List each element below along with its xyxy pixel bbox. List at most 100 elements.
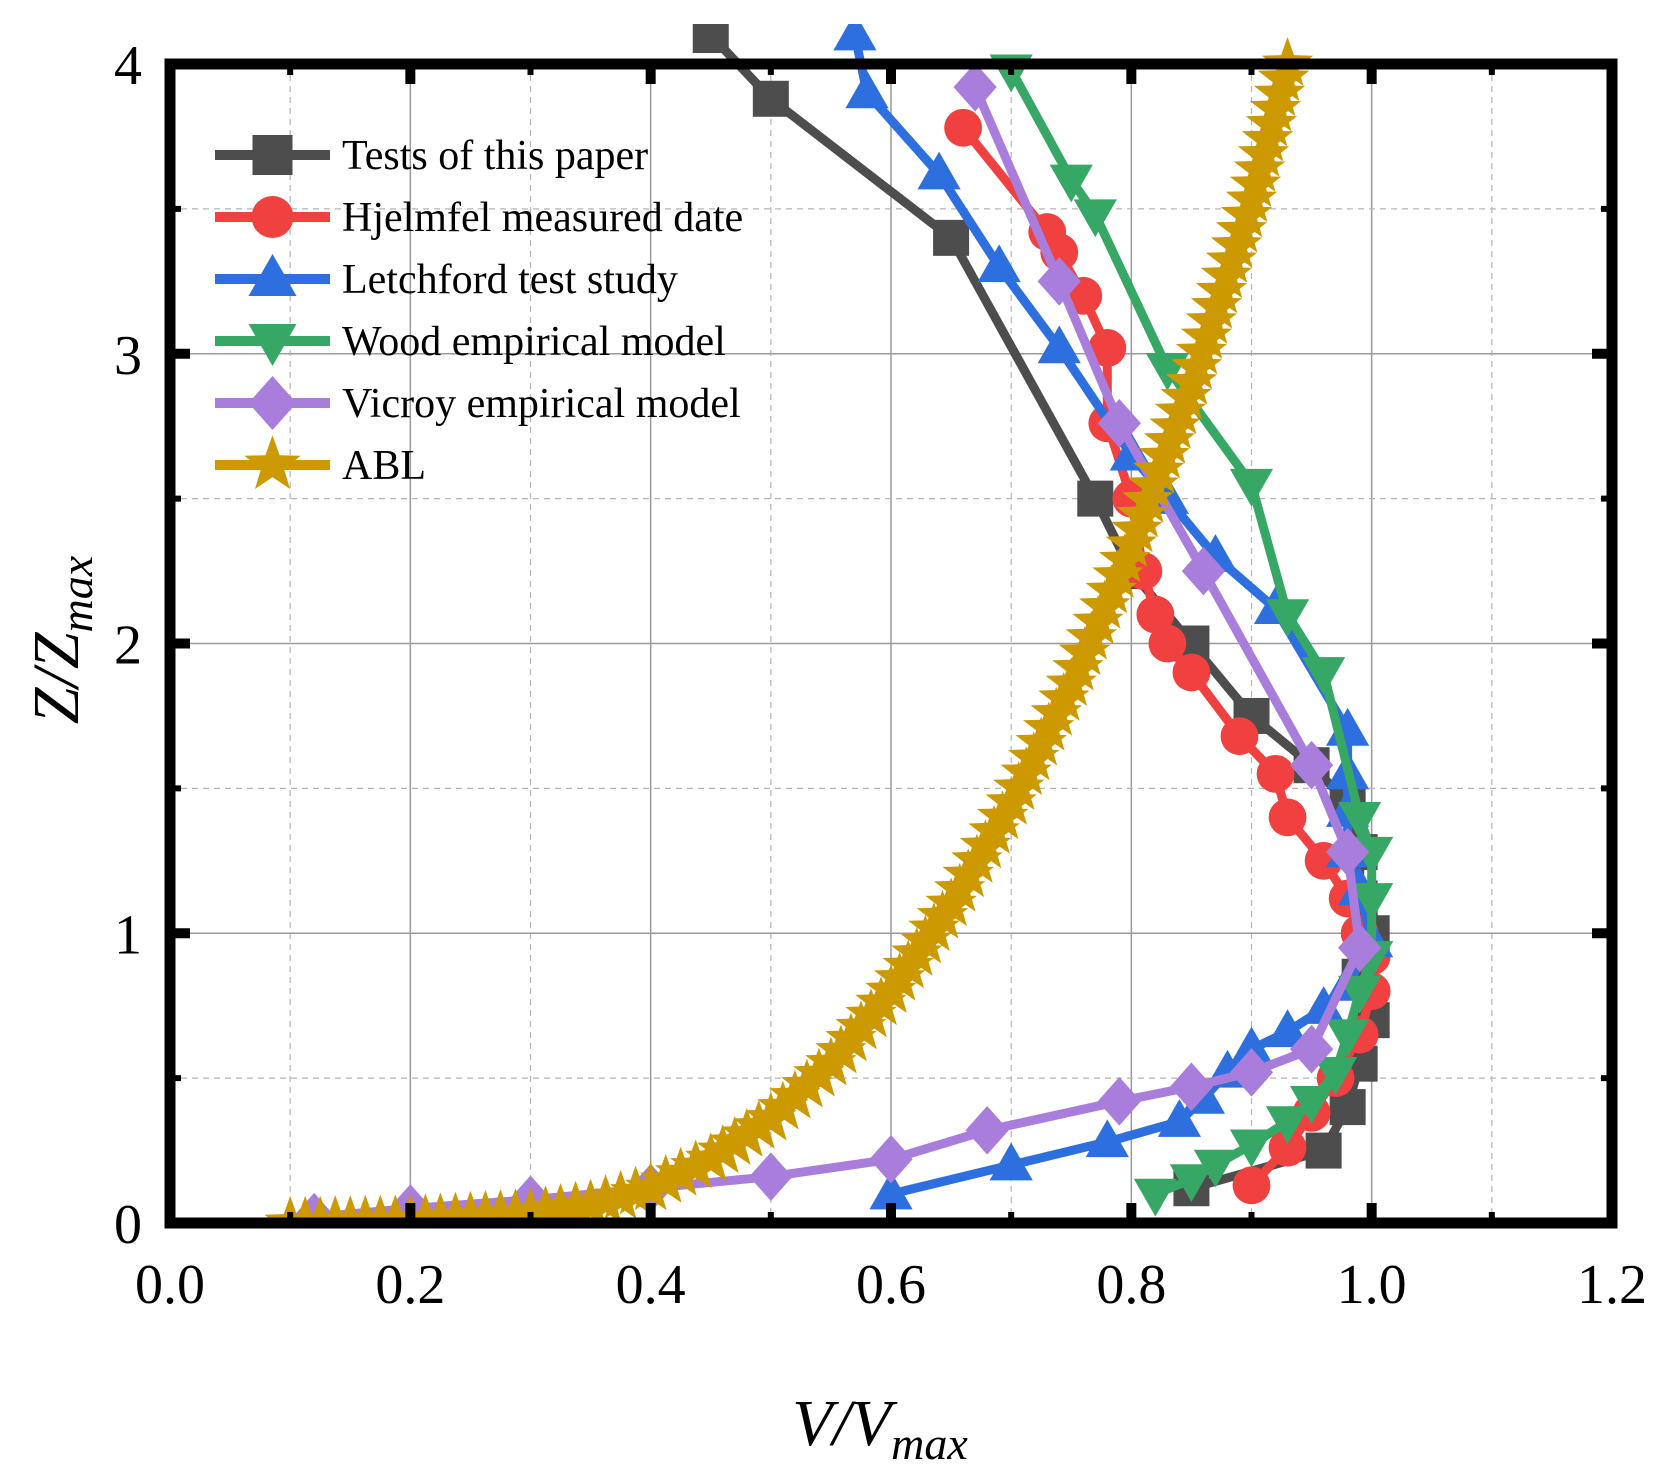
data-point <box>655 1146 707 1196</box>
data-point <box>709 1116 761 1165</box>
data-point <box>917 151 961 190</box>
data-point <box>1229 1129 1274 1168</box>
data-point <box>1232 1166 1271 1205</box>
data-point <box>1037 325 1081 364</box>
data-point <box>1338 975 1382 1014</box>
data-point <box>1265 599 1310 638</box>
data-point <box>1268 798 1307 837</box>
data-point <box>1302 657 1346 695</box>
data-point <box>1037 257 1081 306</box>
data-point <box>610 1165 662 1215</box>
data-point <box>745 1091 797 1141</box>
data-point <box>869 1171 913 1210</box>
data-point <box>594 1169 647 1219</box>
data-point <box>1326 827 1370 877</box>
y-axis-title: Z/Zmax <box>20 555 102 724</box>
legend: Tests of this paper Hjelmfel measured dat… <box>215 133 743 489</box>
legend-label: Wood empirical model <box>342 319 726 365</box>
y-tick-label: 4 <box>114 35 142 97</box>
data-point <box>989 1142 1033 1181</box>
data-point <box>1314 1057 1358 1095</box>
y-tick-label: 2 <box>114 615 142 677</box>
legend-item-2: Hjelmfel measured date <box>215 195 743 241</box>
data-point <box>1169 1062 1214 1112</box>
y-axis-title-subscript: max <box>51 555 102 632</box>
data-point <box>1077 480 1114 517</box>
data-point <box>1265 1106 1310 1145</box>
data-point <box>845 70 889 109</box>
data-point <box>1157 1099 1201 1137</box>
x-tick-label: 0.6 <box>856 1254 926 1316</box>
data-point <box>1268 1128 1307 1167</box>
data-point <box>793 1047 845 1097</box>
data-point <box>1133 1178 1177 1217</box>
legend-label: Vicroy empirical model <box>342 381 741 427</box>
legend-item-6: ABL <box>215 435 426 489</box>
data-point <box>1256 754 1295 793</box>
data-point <box>1302 986 1346 1024</box>
data-point <box>685 1132 737 1182</box>
data-point <box>869 1134 913 1184</box>
data-point <box>1326 1019 1370 1058</box>
data-point <box>1148 624 1187 663</box>
x-tick-label: 0.0 <box>135 1254 205 1316</box>
data-point <box>1289 1086 1334 1124</box>
data-point <box>1049 164 1093 203</box>
x-tick-label: 0.4 <box>616 1254 686 1316</box>
legend-label: ABL <box>342 443 426 489</box>
data-point <box>1172 653 1211 692</box>
data-point <box>1305 1132 1342 1169</box>
legend-item-1: Tests of this paper <box>215 133 648 179</box>
legend-label: Hjelmfel measured date <box>342 195 743 241</box>
data-point <box>1085 1119 1129 1158</box>
legend-label: Tests of this paper <box>342 133 648 179</box>
data-point <box>579 1174 632 1223</box>
data-point <box>833 24 877 51</box>
data-point <box>1073 199 1117 238</box>
data-point <box>1289 740 1334 790</box>
data-point <box>1169 1164 1214 1203</box>
data-point <box>1229 1048 1274 1097</box>
data-point <box>953 62 997 112</box>
y-tick-label: 1 <box>114 904 142 966</box>
data-point <box>933 219 970 256</box>
legend-marker <box>248 254 297 296</box>
legend-item-3: Letchford test study <box>215 254 678 303</box>
data-point <box>1136 595 1175 634</box>
axis-ticks: 0.0 0.2 0.4 0.6 0.8 1.0 1.2 0 1 2 3 4 <box>114 35 1647 1316</box>
legend-marker <box>252 135 293 175</box>
data-point <box>944 108 982 147</box>
legend-marker <box>248 324 297 366</box>
data-point <box>640 1154 692 1203</box>
data-point <box>1265 1009 1310 1048</box>
legend-marker <box>248 376 297 430</box>
data-point <box>965 1105 1009 1155</box>
data-point <box>1289 1024 1334 1074</box>
data-point <box>721 1107 773 1157</box>
data-point <box>692 24 729 54</box>
x-axis-title-subscript: max <box>891 1418 968 1469</box>
data-point <box>1220 717 1259 756</box>
data-point <box>1088 329 1127 367</box>
x-axis-title: V/Vmax <box>792 1387 968 1469</box>
data-point <box>1229 468 1274 507</box>
data-point <box>1097 398 1141 448</box>
data-point <box>757 1080 809 1130</box>
data-point <box>1338 802 1382 840</box>
x-tick-label: 1.2 <box>1577 1254 1647 1316</box>
data-point <box>697 1124 749 1173</box>
data-point <box>1229 1026 1274 1065</box>
legend-label: Letchford test study <box>342 257 678 303</box>
x-tick-label: 1.0 <box>1337 1254 1407 1316</box>
legend-item-4: Wood empirical model <box>215 319 726 366</box>
data-point <box>733 1099 785 1149</box>
legend-marker <box>251 196 294 238</box>
x-tick-label: 0.8 <box>1096 1254 1166 1316</box>
data-point <box>670 1139 722 1189</box>
y-tick-label: 0 <box>114 1194 142 1256</box>
data-point <box>1350 883 1394 921</box>
data-point <box>752 80 789 117</box>
data-point <box>769 1069 821 1119</box>
